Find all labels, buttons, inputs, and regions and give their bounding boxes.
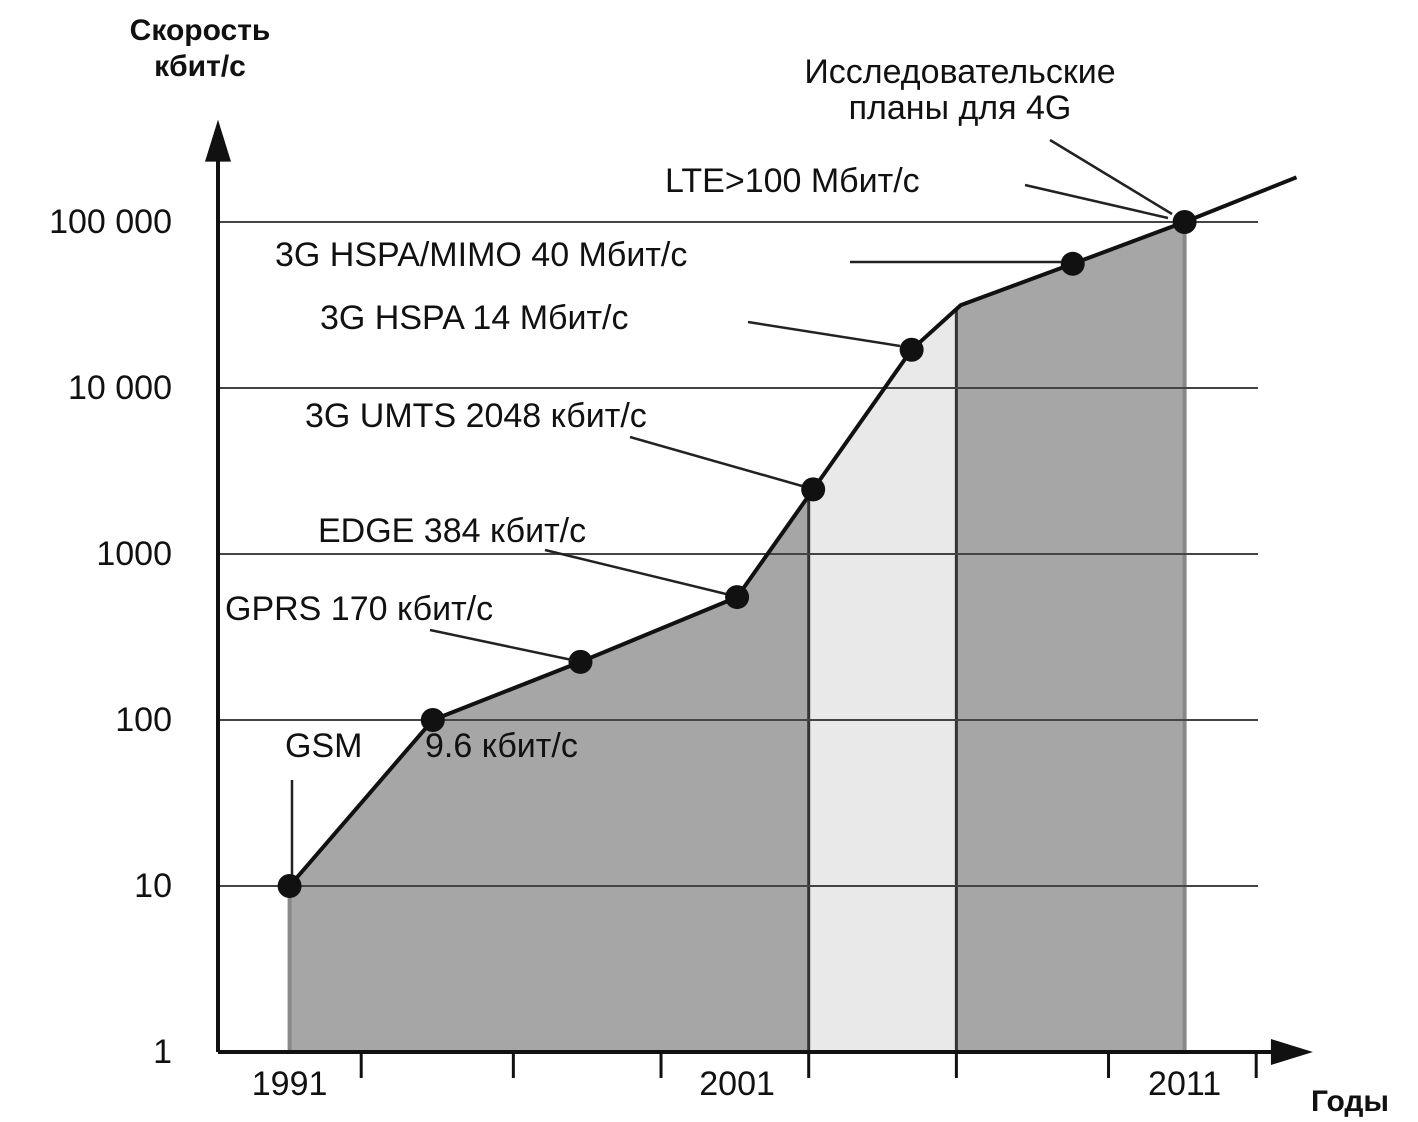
annotation: планы для 4G — [849, 89, 1072, 127]
y-tick-label: 1 — [153, 1033, 172, 1071]
y-axis-arrow — [205, 119, 231, 162]
leader-line — [429, 628, 573, 662]
annotation: 9.6 кбит/с — [425, 727, 578, 765]
leader-line — [544, 548, 727, 596]
y-tick-label: 100 000 — [49, 203, 172, 241]
annotation: Исследовательские — [804, 53, 1115, 91]
point — [725, 585, 750, 610]
y-tick-label: 1000 — [96, 535, 172, 573]
point — [1060, 251, 1085, 276]
annotation: 3G UMTS 2048 кбит/с — [305, 397, 647, 435]
y-tick-label: 10 000 — [68, 369, 172, 407]
leader-line — [747, 320, 901, 348]
point — [899, 337, 924, 362]
x-tick-label: 1991 — [252, 1065, 328, 1103]
leader-line — [1049, 138, 1173, 216]
point — [568, 649, 593, 674]
x-tick-label: 2001 — [699, 1065, 775, 1103]
annotation: GPRS 170 кбит/с — [225, 590, 493, 628]
annotation: 3G HSPA/MIMO 40 Мбит/с — [275, 236, 687, 274]
line — [288, 175, 1298, 888]
point — [420, 708, 445, 732]
annotation: EDGE 384 кбит/с — [318, 512, 586, 550]
x-axis-title: Годы — [1311, 1085, 1389, 1118]
y-axis-title: Скорость — [130, 14, 271, 47]
y-tick-label: 10 — [134, 867, 172, 905]
point — [1172, 210, 1197, 234]
leader-line — [629, 435, 803, 488]
y-axis-title: кбит/с — [154, 50, 246, 83]
x-tick-label: 2011 — [1148, 1065, 1221, 1103]
leader-line — [1024, 183, 1169, 220]
annotation: GSM — [285, 727, 362, 765]
point — [277, 874, 302, 898]
x-axis-arrow — [1270, 1039, 1313, 1065]
annotation: LTE>100 Мбит/с — [665, 162, 920, 200]
band — [956, 222, 1185, 1052]
annotation: 3G HSPA 14 Мбит/с — [320, 299, 629, 337]
band — [808, 222, 957, 1052]
point — [801, 477, 826, 502]
y-tick-label: 100 — [115, 701, 172, 739]
